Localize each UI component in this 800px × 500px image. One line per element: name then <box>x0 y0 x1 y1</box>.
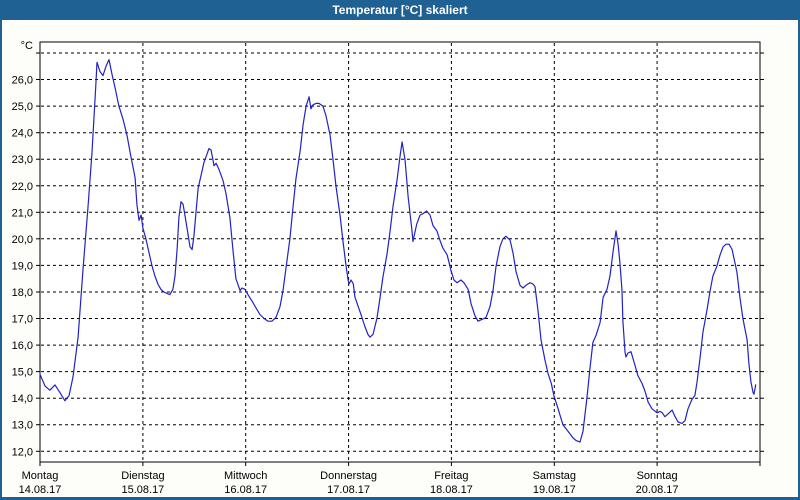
x-day-label: Samstag <box>533 470 576 482</box>
x-day-label: Freitag <box>434 470 468 482</box>
y-tick-label: 22,0 <box>12 181 33 193</box>
y-tick-label: 17,0 <box>12 314 33 326</box>
x-date-label: 14.08.17 <box>19 484 62 496</box>
y-tick-label: 20,0 <box>12 234 33 246</box>
y-tick-label: 26,0 <box>12 75 33 87</box>
y-axis-unit-label: °C <box>21 40 33 52</box>
y-tick-label: 19,0 <box>12 260 33 272</box>
x-day-label: Dienstag <box>121 470 164 482</box>
x-date-label: 20.08.17 <box>636 484 679 496</box>
y-tick-label: 23,0 <box>12 154 33 166</box>
window-titlebar: Temperatur [°C] skaliert <box>0 0 800 20</box>
x-date-label: 16.08.17 <box>224 484 267 496</box>
y-tick-label: 14,0 <box>12 393 33 405</box>
x-day-label: Sonntag <box>637 470 678 482</box>
x-day-label: Mittwoch <box>224 470 267 482</box>
y-tick-label: 24,0 <box>12 128 33 140</box>
plot-area <box>40 42 760 462</box>
x-day-label: Montag <box>22 470 59 482</box>
window-title: Temperatur [°C] skaliert <box>332 3 468 17</box>
y-tick-label: 15,0 <box>12 367 33 379</box>
x-day-label: Donnerstag <box>320 470 377 482</box>
y-tick-label: 18,0 <box>12 287 33 299</box>
y-tick-label: 25,0 <box>12 101 33 113</box>
y-tick-label: 16,0 <box>12 340 33 352</box>
frame-right-edge <box>798 20 800 500</box>
y-tick-label: 13,0 <box>12 420 33 432</box>
temperature-line <box>39 58 757 443</box>
y-tick-label: 21,0 <box>12 207 33 219</box>
x-date-label: 18.08.17 <box>430 484 473 496</box>
x-date-label: 15.08.17 <box>121 484 164 496</box>
frame-left-edge <box>0 20 2 500</box>
x-date-label: 19.08.17 <box>533 484 576 496</box>
frame-bottom-edge <box>0 497 800 500</box>
y-tick-label: 12,0 <box>12 446 33 458</box>
x-date-label: 17.08.17 <box>327 484 370 496</box>
plot-border <box>39 41 761 463</box>
